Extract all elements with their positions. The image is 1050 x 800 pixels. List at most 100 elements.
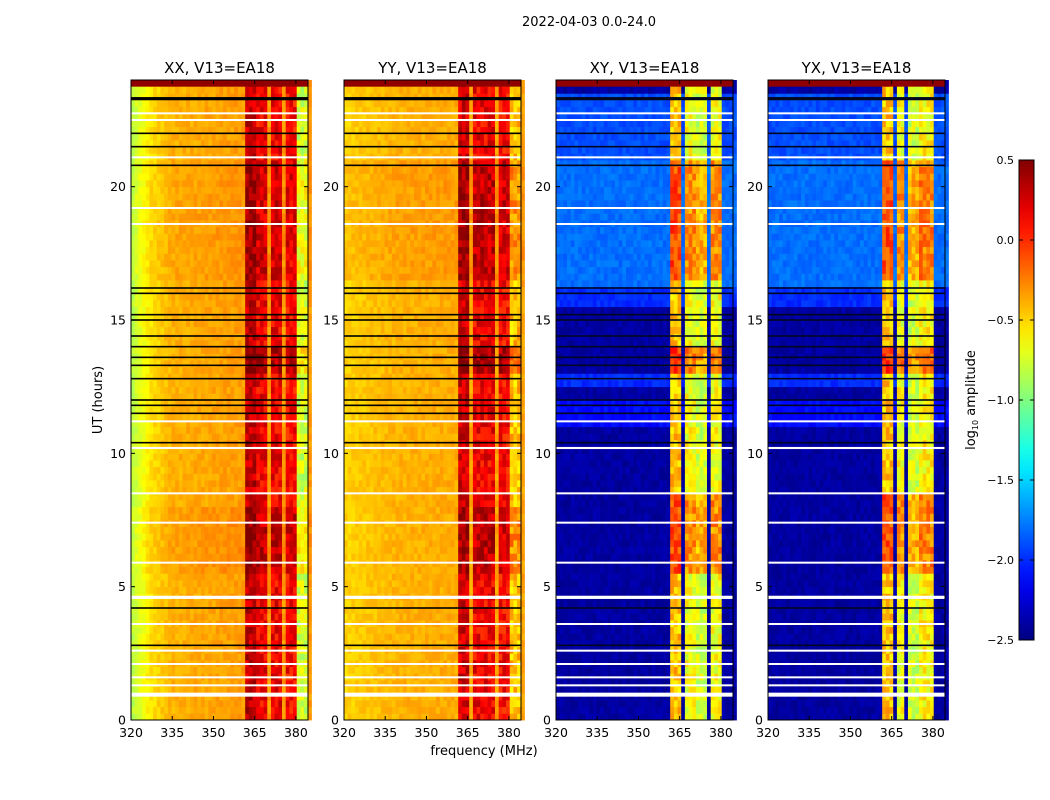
heatmap-cell — [164, 427, 168, 434]
heatmap-cell — [227, 347, 231, 354]
heatmap-cell — [297, 580, 301, 587]
heatmap-cell — [293, 187, 297, 194]
heatmap-cell — [260, 440, 264, 447]
heatmap-cell — [256, 333, 260, 340]
heatmap-cell — [201, 193, 205, 200]
heatmap-cell — [172, 327, 176, 334]
heatmap-cell — [286, 320, 290, 327]
heatmap-cell — [282, 320, 286, 327]
heatmap-cell — [205, 667, 209, 674]
heatmap-cell — [205, 100, 209, 107]
heatmap-cell — [223, 347, 227, 354]
heatmap-cell — [278, 320, 282, 327]
heatmap-cell — [286, 433, 290, 440]
heatmap-cell — [297, 167, 301, 174]
heatmap-cell — [249, 293, 253, 300]
heatmap-cell — [194, 580, 198, 587]
heatmap-cell — [256, 200, 260, 207]
heatmap-cell — [253, 700, 257, 707]
heatmap-cell — [348, 713, 352, 720]
heatmap-cell — [197, 433, 201, 440]
heatmap-cell — [142, 700, 146, 707]
heatmap-cell — [146, 440, 150, 447]
heatmap-cell — [513, 707, 517, 714]
heatmap-cell — [131, 527, 135, 534]
heatmap-cell — [253, 293, 257, 300]
heatmap-cell — [264, 453, 268, 460]
heatmap-cell — [135, 493, 139, 500]
heatmap-cell — [300, 307, 304, 314]
heatmap-cell — [297, 247, 301, 254]
heatmap-cell — [253, 507, 257, 514]
heatmap-cell — [157, 320, 161, 327]
zero-row — [131, 346, 308, 348]
heatmap-cell — [175, 600, 179, 607]
heatmap-cell — [260, 480, 264, 487]
heatmap-cell — [234, 193, 238, 200]
heatmap-cell — [300, 413, 304, 420]
heatmap-cell — [297, 327, 301, 334]
heatmap-cell — [230, 147, 234, 154]
heatmap-cell — [190, 627, 194, 634]
heatmap-cell — [190, 453, 194, 460]
heatmap-cell — [227, 180, 231, 187]
heatmap-cell — [275, 600, 279, 607]
heatmap-cell — [135, 293, 139, 300]
heatmap-cell — [183, 253, 187, 260]
heatmap-cell — [153, 413, 157, 420]
heatmap-cell — [131, 133, 135, 140]
heatmap-cell — [275, 367, 279, 374]
heatmap-cell — [344, 707, 348, 714]
heatmap-cell — [205, 380, 209, 387]
heatmap-cell — [359, 707, 363, 714]
heatmap-cell — [267, 540, 271, 547]
heatmap-cell — [230, 613, 234, 620]
heatmap-cell — [234, 433, 238, 440]
heatmap-cell — [300, 473, 304, 480]
heatmap-cell — [253, 380, 257, 387]
heatmap-cell — [146, 627, 150, 634]
heatmap-cell — [267, 147, 271, 154]
heatmap-cell — [230, 267, 234, 274]
heatmap-cell — [278, 553, 282, 560]
heatmap-cell — [253, 473, 257, 480]
heatmap-cell — [208, 653, 212, 660]
heatmap-cell — [157, 713, 161, 720]
heatmap-cell — [219, 213, 223, 220]
heatmap-cell — [275, 633, 279, 640]
heatmap-cell — [190, 533, 194, 540]
heatmap-cell — [208, 707, 212, 714]
heatmap-cell — [190, 507, 194, 514]
heatmap-cell — [495, 707, 499, 714]
heatmap-cell — [300, 300, 304, 307]
heatmap-cell — [300, 253, 304, 260]
heatmap-cell — [160, 187, 164, 194]
heatmap-cell — [205, 300, 209, 307]
heatmap-cell — [194, 193, 198, 200]
heatmap-cell — [238, 413, 242, 420]
heatmap-cell — [275, 613, 279, 620]
heatmap-cell — [267, 213, 271, 220]
heatmap-cell — [208, 633, 212, 640]
heatmap-cell — [253, 533, 257, 540]
heatmap-cell — [194, 613, 198, 620]
heatmap-cell — [300, 280, 304, 287]
heatmap-cell — [297, 527, 301, 534]
heatmap-cell — [241, 240, 245, 247]
heatmap-cell — [135, 413, 139, 420]
heatmap-cell — [264, 627, 268, 634]
heatmap-cell — [253, 247, 257, 254]
heatmap-cell — [223, 553, 227, 560]
heatmap-cell — [175, 120, 179, 127]
heatmap-cell — [157, 187, 161, 194]
heatmap-cell — [275, 453, 279, 460]
heatmap-cell — [201, 567, 205, 574]
heatmap-cell — [286, 253, 290, 260]
heatmap-cell — [289, 653, 293, 660]
heatmap-cell — [286, 700, 290, 707]
heatmap-cell — [168, 187, 172, 194]
heatmap-cell — [223, 540, 227, 547]
heatmap-cell — [293, 627, 297, 634]
heatmap-cell — [160, 533, 164, 540]
heatmap-cell — [275, 573, 279, 580]
